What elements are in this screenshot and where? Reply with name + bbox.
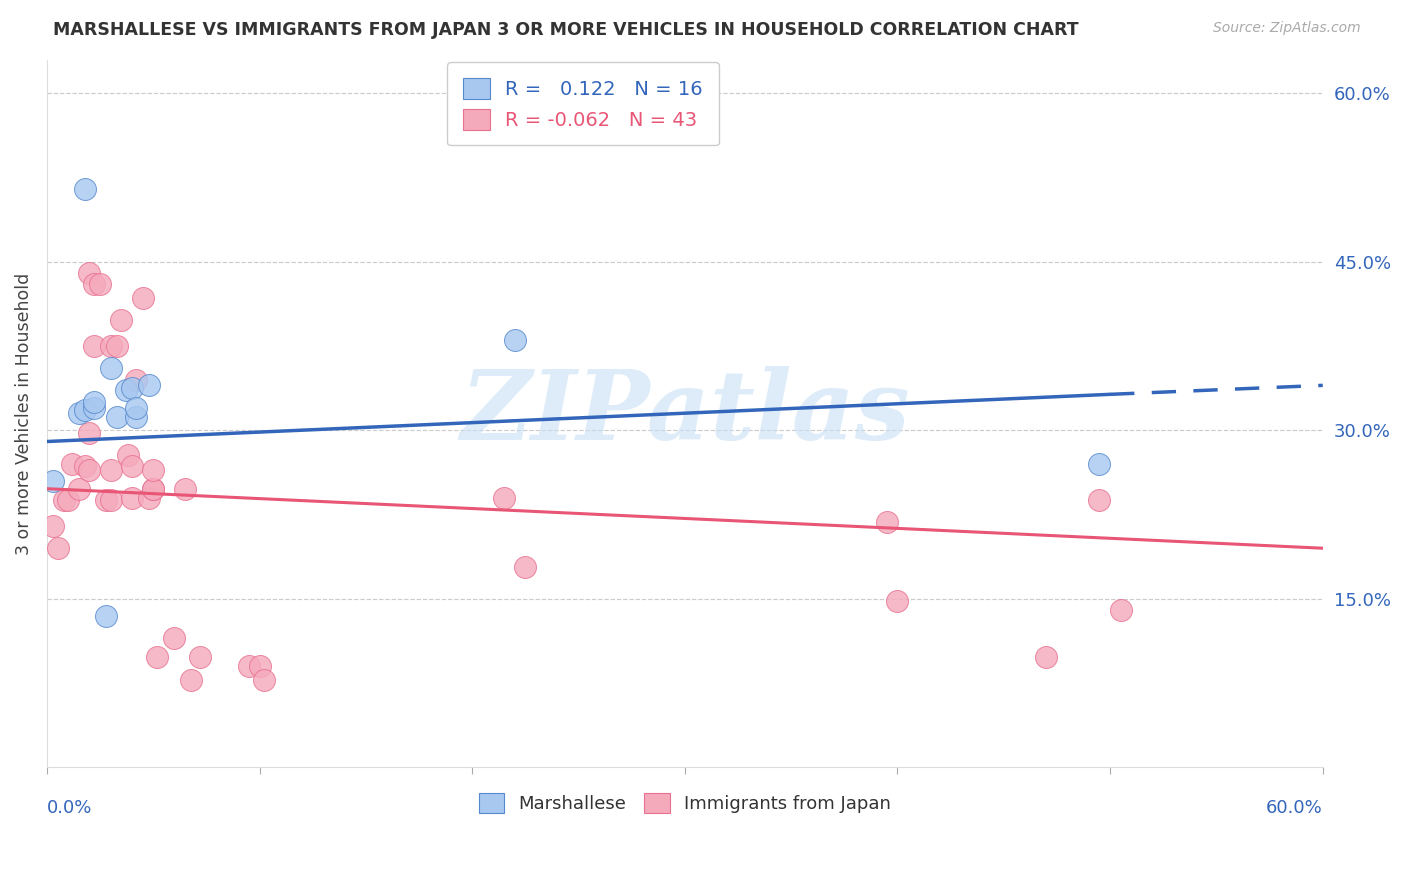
Point: [125, 409, 148, 424]
Point: [142, 462, 165, 476]
Point: [83, 277, 105, 292]
Point: [89, 277, 111, 292]
Text: MARSHALLESE VS IMMIGRANTS FROM JAPAN 3 OR MORE VEHICLES IN HOUSEHOLD CORRELATION: MARSHALLESE VS IMMIGRANTS FROM JAPAN 3 O…: [53, 21, 1078, 39]
Point: [67, 482, 90, 496]
Point: [114, 383, 136, 397]
Point: [83, 339, 105, 353]
Point: [515, 560, 537, 574]
Point: [117, 448, 139, 462]
Point: [1088, 457, 1111, 471]
Point: [163, 631, 186, 645]
Point: [253, 673, 276, 687]
Point: [503, 334, 526, 348]
Text: 60.0%: 60.0%: [1265, 798, 1323, 817]
Point: [125, 401, 148, 415]
Y-axis label: 3 or more Vehicles in Household: 3 or more Vehicles in Household: [15, 272, 32, 555]
Point: [75, 403, 97, 417]
Point: [1109, 603, 1132, 617]
Point: [1035, 650, 1057, 665]
Point: [100, 339, 122, 353]
Point: [146, 650, 169, 665]
Point: [42, 474, 65, 488]
Point: [121, 459, 143, 474]
Point: [142, 482, 165, 496]
Point: [249, 659, 271, 673]
Point: [100, 492, 122, 507]
Point: [110, 313, 132, 327]
Point: [188, 650, 211, 665]
Point: [100, 462, 122, 476]
Point: [174, 482, 197, 496]
Point: [79, 266, 101, 280]
Point: [60, 457, 83, 471]
Text: Source: ZipAtlas.com: Source: ZipAtlas.com: [1213, 21, 1361, 36]
Point: [83, 401, 105, 415]
Point: [125, 373, 148, 387]
Point: [1088, 492, 1111, 507]
Point: [79, 462, 101, 476]
Point: [138, 378, 160, 392]
Point: [105, 409, 128, 424]
Point: [238, 659, 260, 673]
Point: [96, 492, 118, 507]
Point: [138, 491, 160, 505]
Point: [67, 406, 90, 420]
Point: [56, 492, 79, 507]
Point: [100, 361, 122, 376]
Point: [42, 518, 65, 533]
Point: [876, 516, 898, 530]
Point: [121, 491, 143, 505]
Point: [52, 492, 75, 507]
Point: [121, 381, 143, 395]
Point: [96, 608, 118, 623]
Point: [75, 459, 97, 474]
Point: [180, 673, 202, 687]
Point: [105, 339, 128, 353]
Text: ZIPatlas: ZIPatlas: [460, 367, 910, 460]
Point: [46, 541, 69, 556]
Point: [494, 491, 516, 505]
Point: [79, 425, 101, 440]
Point: [886, 594, 908, 608]
Point: [75, 182, 97, 196]
Point: [83, 395, 105, 409]
Text: 0.0%: 0.0%: [46, 798, 93, 817]
Point: [142, 482, 165, 496]
Point: [131, 291, 153, 305]
Legend: Marshallese, Immigrants from Japan: Marshallese, Immigrants from Japan: [465, 780, 904, 825]
